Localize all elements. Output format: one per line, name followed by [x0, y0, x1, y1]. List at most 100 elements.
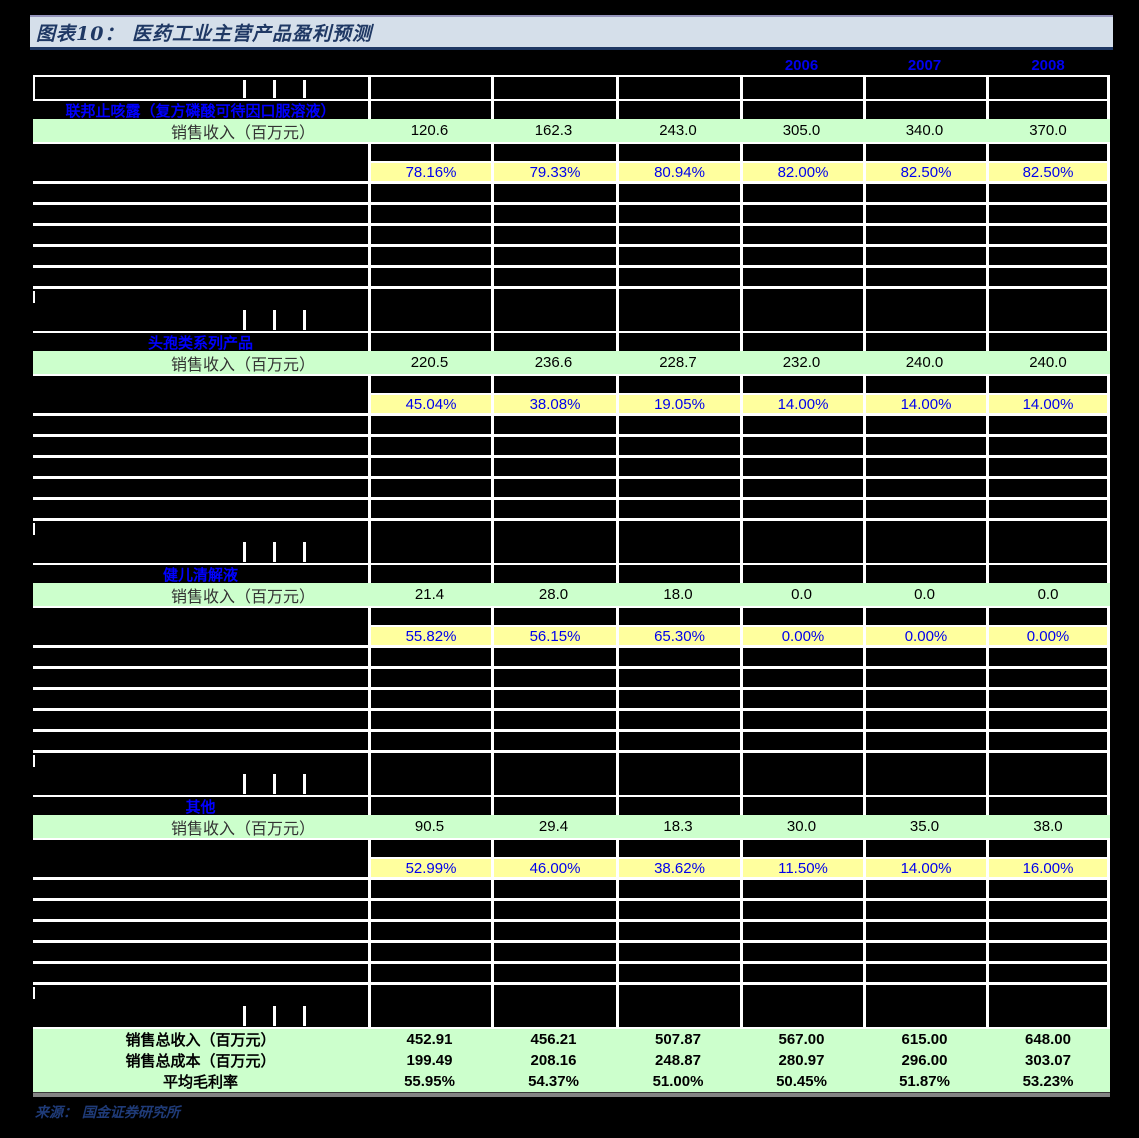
year-header-row: 200620072008 — [33, 55, 1110, 75]
hidden-data-cell — [740, 648, 863, 666]
gross-margin-row: 78.16%79.33%80.94%82.00%82.50%82.50% — [33, 144, 1110, 181]
hidden-label-cell — [33, 880, 368, 898]
hidden-data-cell — [616, 711, 740, 729]
hidden-label-cell — [33, 711, 368, 729]
revenue-value-cell: 0.0 — [986, 583, 1110, 606]
hidden-row — [33, 753, 1110, 795]
hidden-data-cell — [368, 458, 491, 476]
section-header-row: 联邦止咳露（复方磷酸可待因口服溶液） — [33, 101, 1110, 119]
hidden-data-cell — [863, 226, 986, 244]
revenue-value: 236.6 — [535, 354, 573, 371]
hidden-data-cell — [986, 985, 1110, 1027]
hidden-data-cell — [863, 732, 986, 750]
year-header-cell: 2008 — [986, 55, 1110, 75]
revenue-value-cell: 240.0 — [986, 351, 1110, 374]
hidden-data-cell — [491, 565, 616, 583]
revenue-value: 0.0 — [791, 586, 812, 603]
hidden-data-cell — [740, 77, 863, 99]
hidden-data-cell — [491, 690, 616, 708]
source-note: 来源： 国金证券研究所 — [35, 1102, 180, 1122]
hidden-data-cell — [616, 184, 740, 202]
hidden-data-cell — [740, 753, 863, 795]
hidden-data-cell — [368, 289, 491, 331]
revenue-label-cell: 销售收入（百万元） — [33, 815, 368, 838]
hidden-data-cell — [368, 226, 491, 244]
gross-margin-cell: 82.50% — [986, 144, 1110, 181]
hidden-data-cell — [368, 437, 491, 455]
hidden-data-cell — [740, 101, 863, 119]
hidden-label-cell — [33, 648, 368, 666]
hidden-data-cell — [863, 964, 986, 982]
hidden-row — [33, 205, 1110, 223]
hidden-data-cell — [863, 458, 986, 476]
hidden-data-cell — [863, 437, 986, 455]
summary-value: 303.07 — [1025, 1052, 1071, 1069]
hidden-data-cell — [368, 922, 491, 940]
hidden-row — [33, 732, 1110, 750]
gross-margin-value: 14.00% — [778, 396, 829, 413]
hidden-data-cell — [616, 247, 740, 265]
gross-margin-band: 14.00% — [866, 857, 986, 877]
table-left-border — [33, 291, 35, 303]
section-name: 联邦止咳露（复方磷酸可待因口服溶液） — [65, 101, 335, 119]
year-header-label: 2007 — [908, 57, 941, 74]
hidden-data-cell — [740, 479, 863, 497]
summary-value: 50.45% — [776, 1073, 827, 1090]
hidden-label-cell — [33, 376, 368, 413]
revenue-value-cell: 340.0 — [863, 119, 986, 142]
hidden-label-cell — [33, 964, 368, 982]
revenue-value: 35.0 — [910, 818, 939, 835]
gross-margin-band: 14.00% — [866, 393, 986, 413]
hidden-row — [33, 437, 1110, 455]
hidden-data-cell — [368, 479, 491, 497]
hidden-data-cell — [986, 289, 1110, 331]
gross-margin-value: 38.08% — [530, 396, 581, 413]
hidden-data-cell — [740, 247, 863, 265]
gross-margin-band: 0.00% — [989, 625, 1107, 645]
summary-value-cell: 648.00 — [986, 1029, 1110, 1050]
hidden-data-cell — [616, 648, 740, 666]
summary-value-cell: 507.87 — [616, 1029, 740, 1050]
gross-margin-band: 38.62% — [619, 857, 740, 877]
gross-margin-cell: 14.00% — [986, 376, 1110, 413]
hidden-data-cell — [740, 732, 863, 750]
summary-value-cell: 55.95% — [368, 1071, 491, 1092]
revenue-value: 305.0 — [783, 122, 821, 139]
hidden-data-cell — [740, 922, 863, 940]
hidden-data-cell — [863, 711, 986, 729]
hidden-data-cell — [368, 901, 491, 919]
hidden-data-cell — [616, 922, 740, 940]
hidden-data-cell — [740, 985, 863, 1027]
hidden-data-cell — [863, 77, 986, 99]
hidden-data-cell — [368, 711, 491, 729]
section-name-cell: 联邦止咳露（复方磷酸可待因口服溶液） — [33, 101, 368, 119]
summary-value-cell: 208.16 — [491, 1050, 616, 1071]
summary-value: 615.00 — [902, 1031, 948, 1048]
summary-row: 销售总成本（百万元）199.49208.16248.87280.97296.00… — [33, 1050, 1110, 1071]
hidden-data-cell — [986, 711, 1110, 729]
summary-value: 51.87% — [899, 1073, 950, 1090]
hidden-data-cell — [740, 437, 863, 455]
cell-border-tick — [303, 310, 306, 330]
hidden-data-cell — [368, 943, 491, 961]
hidden-data-cell — [616, 669, 740, 687]
hidden-data-cell — [740, 797, 863, 815]
hidden-data-cell — [986, 416, 1110, 434]
hidden-label-cell — [33, 289, 368, 331]
gross-margin-value: 14.00% — [901, 396, 952, 413]
hidden-data-cell — [616, 333, 740, 351]
hidden-row — [33, 247, 1110, 265]
hidden-data-cell — [368, 500, 491, 518]
revenue-value: 243.0 — [659, 122, 697, 139]
hidden-data-cell — [491, 184, 616, 202]
hidden-label-cell — [33, 416, 368, 434]
summary-value: 567.00 — [779, 1031, 825, 1048]
revenue-value-cell: 240.0 — [863, 351, 986, 374]
revenue-value: 0.0 — [1038, 586, 1059, 603]
revenue-label-cell: 销售收入（百万元） — [33, 583, 368, 606]
summary-value-cell: 50.45% — [740, 1071, 863, 1092]
hidden-data-cell — [491, 458, 616, 476]
section-name-cell: 其他 — [33, 797, 368, 815]
hidden-data-cell — [491, 247, 616, 265]
hidden-data-cell — [616, 797, 740, 815]
